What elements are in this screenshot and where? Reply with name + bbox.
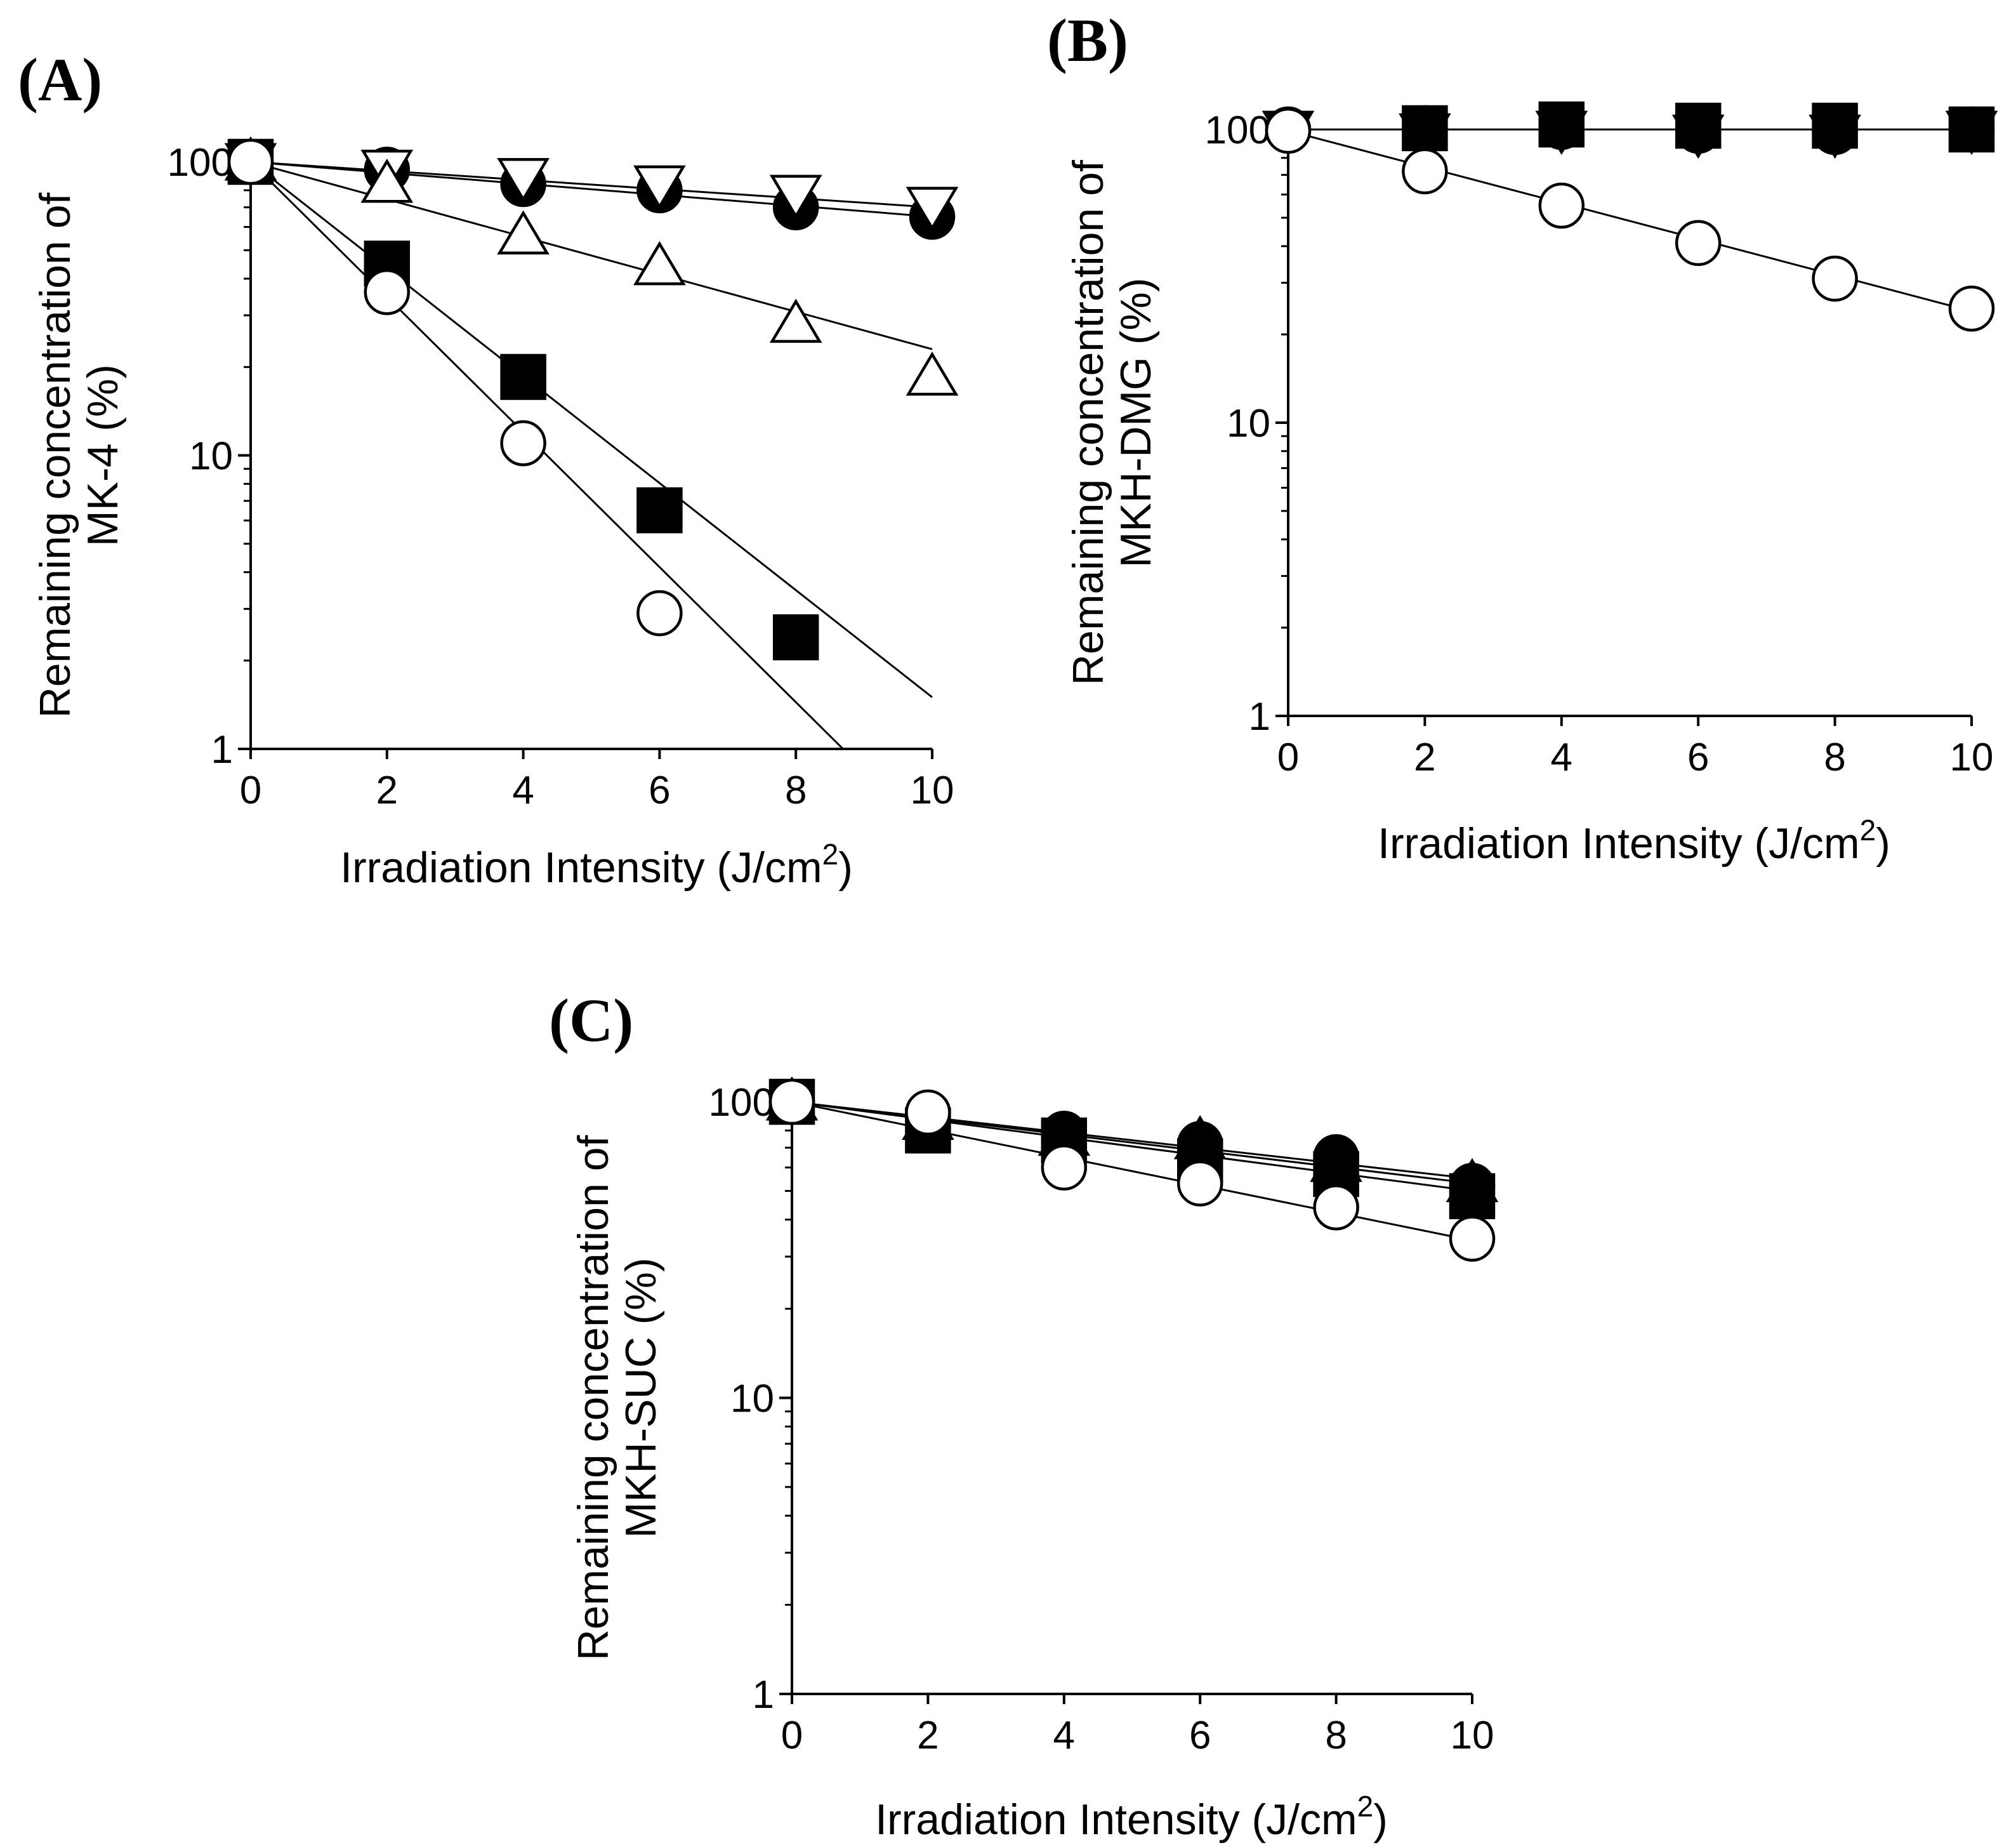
y-tick-label: 100: [709, 1081, 774, 1125]
x-tick-label: 8: [1325, 1714, 1347, 1757]
x-tick-label: 8: [1824, 736, 1845, 779]
data-point-open-circle: [1948, 285, 1995, 332]
data-point-open-circle: [905, 1089, 951, 1136]
data-point-open-triangle-up: [360, 158, 414, 203]
data-point-open-circle: [1176, 1160, 1223, 1207]
panel-c: 0 2 4 6 8 10 1 10 100 (C) Remaining concentration …: [549, 986, 1499, 1844]
y-tick-label: 100: [168, 141, 233, 185]
y-tick-label: 100: [1205, 109, 1270, 152]
fit-lines: [1288, 128, 1972, 312]
y-tick-label: 1: [1249, 695, 1270, 739]
x-tick-label: 2: [1414, 736, 1435, 779]
y-axis-title-line1: Remaining concentration of: [31, 192, 79, 718]
data-point-filled-square: [1538, 101, 1585, 148]
data-point-filled-square: [772, 614, 819, 661]
data-point-open-triangle-up: [497, 210, 550, 255]
y-tick-label: 1: [211, 728, 233, 772]
fit-line-open-circle: [249, 161, 845, 749]
x-tick-label: 8: [785, 769, 807, 812]
y-axis-title-line2: MKH-DMG (%): [1112, 277, 1160, 567]
y-tick-label: 10: [1227, 402, 1270, 446]
data-point-filled-square: [1948, 106, 1995, 153]
data-point-open-circle: [768, 1078, 815, 1125]
data-point-open-circle: [1675, 220, 1722, 267]
x-axis-title-superscript: 2: [1357, 1790, 1374, 1823]
x-tick-label: 4: [512, 769, 534, 812]
data-point-open-triangle-up: [633, 241, 686, 286]
data-point-open-circle: [1538, 182, 1585, 229]
x-tick-label: 0: [240, 769, 261, 812]
data-point-filled-square: [1812, 102, 1858, 149]
fit-line-filled-square: [791, 1101, 1473, 1192]
x-axis-title-main: Irradiation Intensity (J/cm: [340, 843, 822, 892]
x-axis-title-close: ): [1373, 1795, 1388, 1844]
data-point-filled-square: [1449, 1173, 1496, 1219]
data-point-open-triangle-down: [906, 187, 959, 231]
y-axis-title-line1: Remaining concentration of: [1064, 160, 1112, 685]
data-point-open-triangle-down: [497, 157, 550, 202]
panel-b: 0 2 4 6 8 10 1 10 100 (B) Remaining concentration …: [1047, 6, 1998, 868]
x-axis-title-main: Irradiation Intensity (J/cm: [875, 1795, 1357, 1844]
y-axis-title-line1: Remaining concentration of: [569, 1135, 617, 1660]
data-points: [1262, 101, 1998, 332]
x-axis-title-superscript: 2: [822, 838, 839, 871]
panel-label: (C): [549, 986, 633, 1054]
data-point-open-circle: [1812, 255, 1858, 302]
fit-line-open-circle: [1288, 129, 1972, 312]
panel-label: (A): [18, 46, 102, 114]
x-axis-title: Irradiation Intensity (J/cm2): [875, 1790, 1388, 1844]
x-tick-label: 6: [649, 769, 670, 812]
data-point-filled-square: [1675, 102, 1722, 149]
x-axis-title-close: ): [838, 843, 853, 892]
fit-lines: [249, 161, 933, 749]
data-point-open-circle: [364, 268, 411, 315]
data-point-filled-square: [500, 354, 546, 400]
panel-a: 0 2 4 6 8 10 1 10 100 (A) Remaining concentration …: [18, 46, 959, 892]
data-point-open-triangle-down: [633, 165, 686, 210]
x-tick-label: 2: [917, 1714, 939, 1757]
x-tick-label: 10: [1950, 736, 1994, 779]
x-tick-label: 6: [1687, 736, 1709, 779]
fit-line-open-triangle-up: [250, 161, 933, 350]
fit-lines: [791, 1101, 1473, 1242]
data-point-open-circle: [1265, 107, 1312, 154]
x-tick-label: 2: [376, 769, 398, 812]
x-tick-label: 10: [911, 769, 954, 812]
x-tick-label: 4: [1551, 736, 1572, 779]
data-point-open-triangle-up: [906, 351, 959, 396]
data-point-open-circle: [500, 420, 546, 466]
x-axis-title-main: Irradiation Intensity (J/cm: [1378, 819, 1860, 868]
fit-line-open-triangle-down: [250, 161, 933, 209]
x-tick-label: 10: [1451, 1714, 1494, 1757]
x-tick-label: 6: [1189, 1714, 1211, 1757]
x-tick-label: 0: [781, 1714, 803, 1757]
data-point-open-triangle-up: [769, 298, 822, 343]
y-tick-label: 1: [753, 1673, 774, 1717]
data-points: [224, 136, 959, 661]
x-tick-label: 4: [1053, 1714, 1075, 1757]
data-point-filled-square: [1402, 105, 1448, 152]
y-tick-label: 10: [189, 435, 233, 479]
data-point-open-circle: [1402, 148, 1448, 195]
data-point-open-circle: [636, 590, 683, 637]
panel-label: (B): [1047, 6, 1128, 74]
x-axis-title: Irradiation Intensity (J/cm2): [340, 838, 853, 892]
x-axis-title: Irradiation Intensity (J/cm2): [1378, 814, 1890, 868]
data-point-open-circle: [1313, 1184, 1359, 1231]
x-axis-title-close: ): [1876, 819, 1890, 868]
y-tick-label: 10: [730, 1377, 774, 1421]
data-point-open-triangle-down: [769, 175, 822, 220]
y-axis-title-line2: MKH-SUC (%): [617, 1258, 665, 1538]
data-point-open-circle: [1041, 1144, 1088, 1191]
data-point-open-circle: [1449, 1215, 1496, 1262]
fit-line-filled-square: [250, 161, 933, 698]
data-point-open-circle: [227, 138, 274, 185]
x-tick-label: 0: [1277, 736, 1299, 779]
y-axis-title-line2: MK-4 (%): [79, 364, 127, 546]
x-axis-title-superscript: 2: [1860, 814, 1876, 847]
data-points: [765, 1076, 1499, 1262]
data-point-filled-square: [636, 487, 683, 534]
